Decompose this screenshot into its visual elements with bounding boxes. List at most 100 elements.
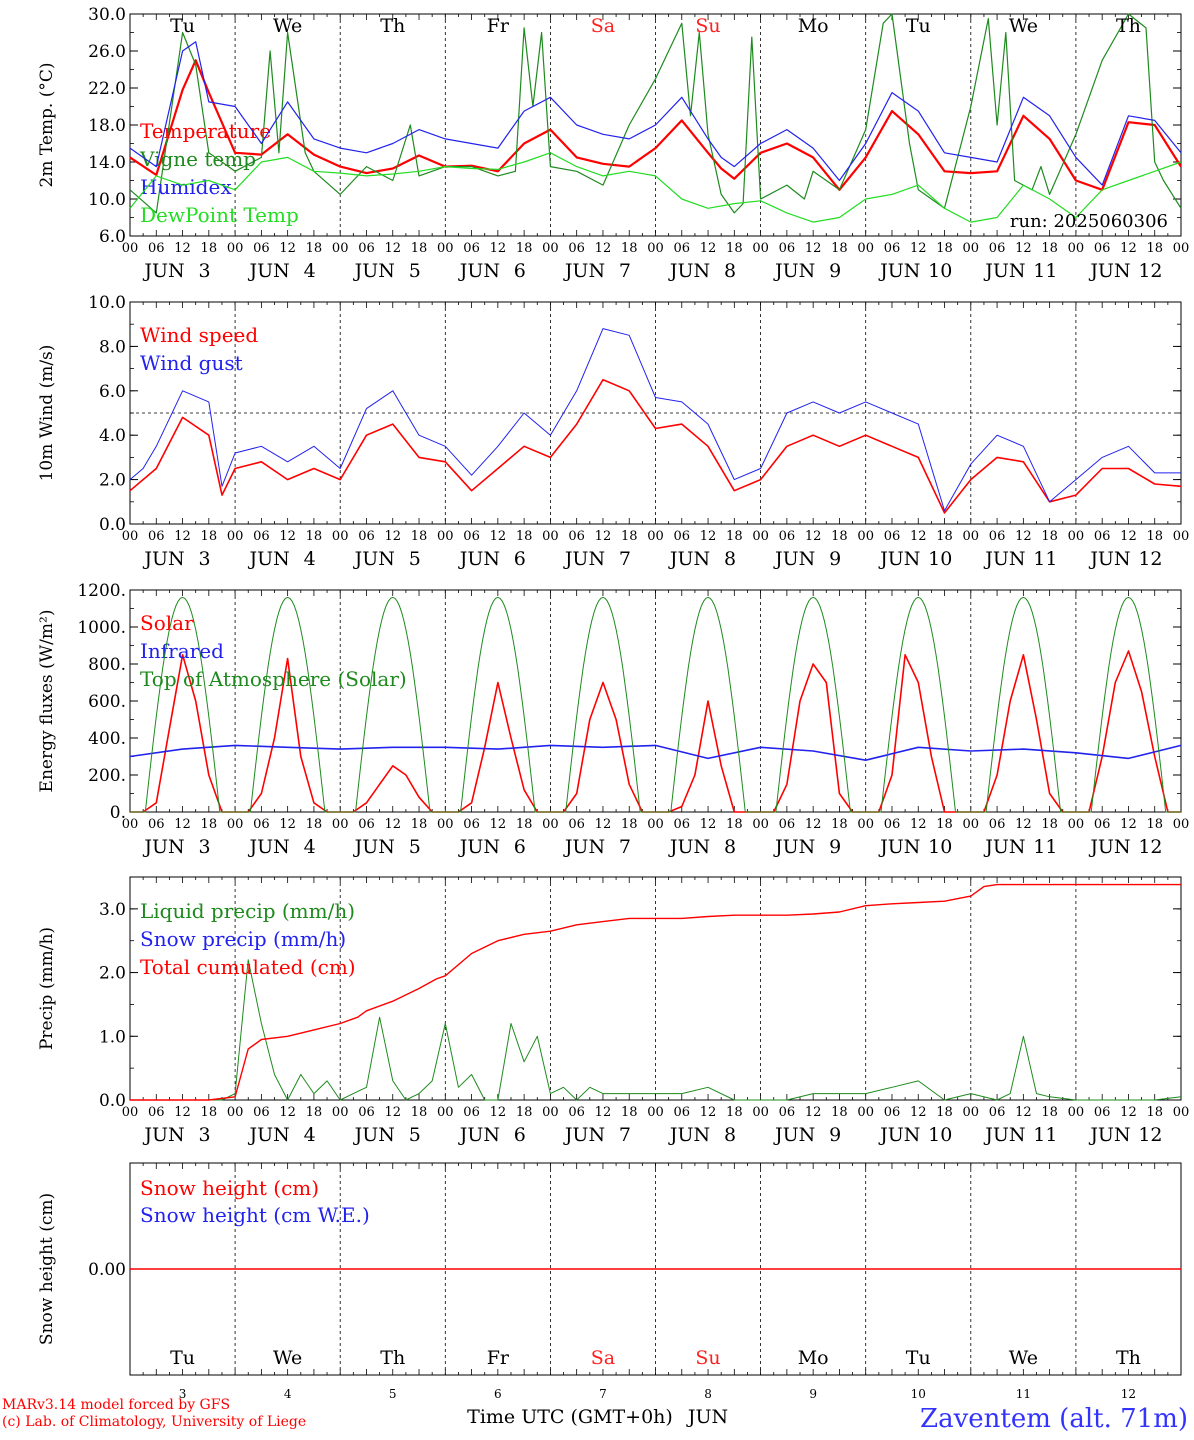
date-label: 5 [409, 1124, 421, 1146]
hour-tick-label: 00 [542, 817, 559, 832]
hour-tick-label: 06 [779, 817, 796, 832]
hour-tick-label: 18 [936, 817, 953, 832]
hour-tick-label: 00 [332, 241, 349, 256]
hour-tick-label: 00 [332, 529, 349, 544]
day-name-label: We [1009, 1347, 1038, 1369]
hour-tick-label: 00 [437, 1105, 454, 1120]
hour-tick-label: 06 [884, 529, 901, 544]
hour-tick-label: 12 [490, 1105, 507, 1120]
hour-tick-label: 12 [174, 1105, 191, 1120]
hour-tick-label: 06 [148, 1105, 165, 1120]
day-name-label: Th [1116, 1347, 1141, 1369]
hour-tick-label: 12 [805, 817, 822, 832]
day-name-label: We [1009, 15, 1038, 37]
hour-tick-label: 06 [674, 817, 691, 832]
month-label: JUN [353, 548, 395, 570]
hour-tick-label: 00 [1173, 817, 1190, 832]
day-name-label: We [273, 15, 302, 37]
panel-temp: 6.0 10.0 14.0 18.0 22.0 26.0 30.0 2m Temp. (°C)… [37, 5, 1189, 282]
hour-tick-label: 18 [516, 1105, 533, 1120]
month-label: JUN [773, 548, 815, 570]
legend-entry: Solar [140, 611, 194, 635]
date-label: 12 [1138, 548, 1162, 570]
date-label: 5 [389, 1387, 397, 1401]
hour-tick-label: 12 [910, 241, 927, 256]
date-label: 12 [1138, 836, 1162, 858]
hour-tick-label: 12 [1015, 241, 1032, 256]
date-label: 3 [199, 1124, 211, 1146]
date-label: 8 [724, 260, 736, 282]
day-name-label: Fr [487, 15, 510, 37]
hour-tick-label: 06 [989, 1105, 1006, 1120]
hour-tick-label: 00 [332, 817, 349, 832]
legend-entry: Snow height (cm) [140, 1176, 319, 1200]
y-tick-label: 0.00 [88, 1260, 126, 1280]
day-name-label: Tu [906, 1347, 931, 1369]
hour-tick-label: 06 [674, 1105, 691, 1120]
series-line-temperature [129, 59, 1182, 191]
date-label: 4 [304, 260, 316, 282]
hour-tick-label: 06 [463, 817, 480, 832]
hour-tick-label: 12 [174, 529, 191, 544]
hour-tick-label: 12 [1120, 529, 1137, 544]
hour-tick-label: 12 [595, 1105, 612, 1120]
month-label: JUN [353, 836, 395, 858]
hour-tick-label: 18 [411, 529, 428, 544]
x-axis-month: JUN [686, 1406, 728, 1428]
hour-tick-label: 00 [227, 1105, 244, 1120]
hour-tick-label: 00 [647, 817, 664, 832]
hour-tick-label: 12 [910, 817, 927, 832]
hour-tick-label: 06 [463, 529, 480, 544]
month-label: JUN [878, 548, 920, 570]
day-name-label: Mo [798, 15, 829, 37]
month-label: JUN [458, 1124, 500, 1146]
hour-tick-label: 18 [306, 817, 323, 832]
hour-tick-label: 18 [726, 529, 743, 544]
hour-tick-label: 18 [621, 1105, 638, 1120]
y-axis-title: Precip (mm/h) [37, 927, 57, 1050]
date-label: 10 [928, 260, 952, 282]
hour-tick-label: 12 [805, 1105, 822, 1120]
hour-tick-label: 06 [674, 241, 691, 256]
day-name-label: We [273, 1347, 302, 1369]
legend-entry: Infrared [140, 639, 224, 663]
hour-tick-label: 18 [1146, 241, 1163, 256]
date-label: 8 [704, 1387, 712, 1401]
hour-tick-label: 00 [857, 529, 874, 544]
month-label: JUN [1088, 836, 1130, 858]
hour-tick-label: 12 [384, 1105, 401, 1120]
y-tick-label: 800. [88, 655, 126, 675]
hour-tick-label: 18 [1146, 529, 1163, 544]
day-name-label: Su [695, 15, 720, 37]
hour-tick-label: 00 [1173, 241, 1190, 256]
panel-wind: 0.0 2.0 4.0 6.0 8.0 10.0 10m Wind (m/s) Wind sp… [37, 293, 1189, 570]
y-tick-label: 14.0 [88, 153, 126, 173]
y-tick-label: 10.0 [88, 190, 126, 210]
hour-tick-label: 12 [805, 241, 822, 256]
hour-tick-label: 06 [568, 1105, 585, 1120]
hour-tick-label: 00 [647, 529, 664, 544]
legend-entry: Wind speed [140, 323, 258, 347]
month-label: JUN [668, 836, 710, 858]
hour-tick-label: 12 [700, 817, 717, 832]
month-label: JUN [878, 1124, 920, 1146]
hour-tick-label: 06 [568, 529, 585, 544]
hour-tick-label: 06 [253, 1105, 270, 1120]
hour-tick-label: 00 [542, 529, 559, 544]
month-label: JUN [458, 260, 500, 282]
series-line-top-of-atmosphere-solar- [130, 596, 1181, 813]
hour-tick-label: 18 [831, 817, 848, 832]
hour-tick-label: 06 [148, 241, 165, 256]
y-tick-label: 22.0 [88, 79, 126, 99]
hour-tick-label: 00 [752, 817, 769, 832]
hour-tick-label: 06 [1094, 529, 1111, 544]
day-name-label: Fr [487, 1347, 510, 1369]
hour-tick-label: 00 [332, 1105, 349, 1120]
y-tick-label: 1000. [77, 618, 126, 638]
hour-tick-label: 06 [358, 817, 375, 832]
date-label: 6 [514, 260, 526, 282]
month-label: JUN [563, 1124, 605, 1146]
hour-tick-label: 00 [227, 817, 244, 832]
date-label: 4 [284, 1387, 292, 1401]
hour-tick-label: 18 [1041, 241, 1058, 256]
